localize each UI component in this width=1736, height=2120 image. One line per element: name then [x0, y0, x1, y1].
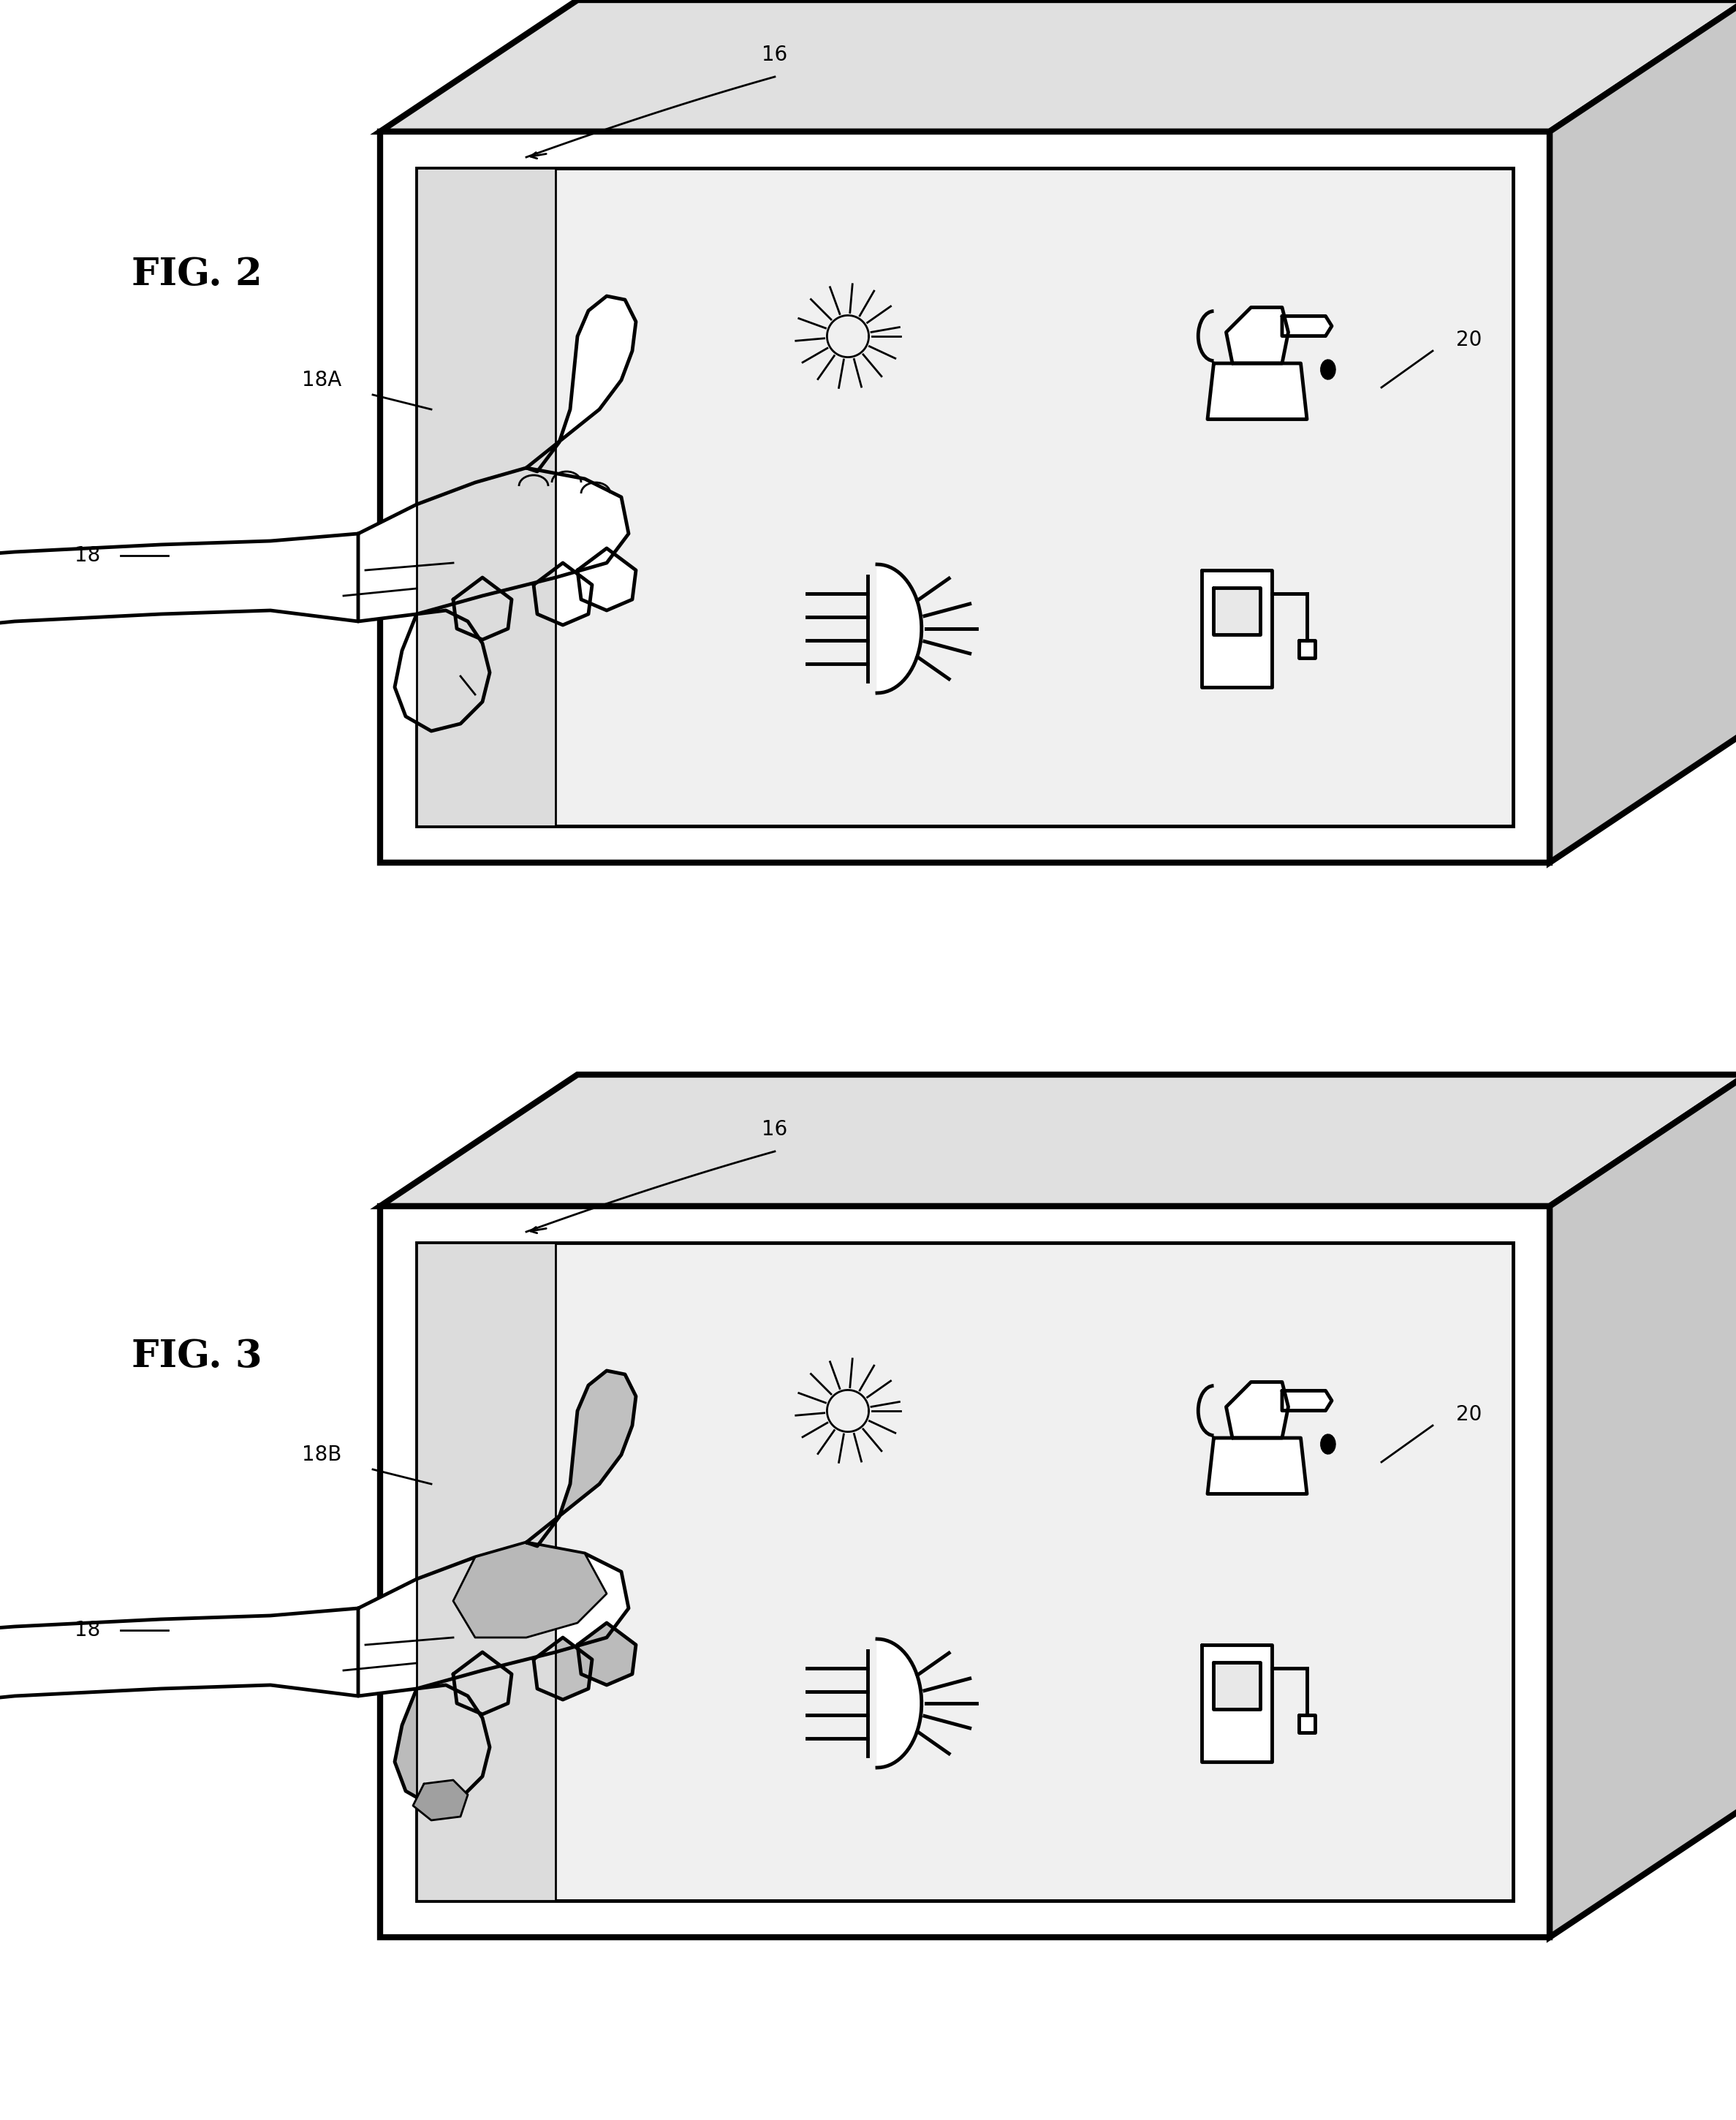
Polygon shape	[380, 1075, 1736, 1206]
Polygon shape	[380, 131, 1550, 863]
Text: 16: 16	[762, 1119, 788, 1141]
Polygon shape	[578, 1624, 635, 1685]
Polygon shape	[1299, 640, 1316, 657]
Text: 18: 18	[75, 545, 101, 566]
Polygon shape	[1283, 1391, 1332, 1410]
Text: FIG. 3: FIG. 3	[132, 1338, 262, 1376]
Polygon shape	[1299, 1715, 1316, 1732]
Polygon shape	[533, 1637, 592, 1700]
Text: 18B: 18B	[302, 1444, 342, 1465]
Polygon shape	[1321, 360, 1335, 379]
Text: FIG. 2: FIG. 2	[132, 257, 262, 293]
Polygon shape	[0, 1609, 358, 1726]
Polygon shape	[1283, 316, 1332, 335]
Polygon shape	[1208, 363, 1307, 420]
Polygon shape	[1226, 307, 1288, 363]
Polygon shape	[380, 0, 1736, 131]
Polygon shape	[453, 1543, 606, 1637]
Text: 18A: 18A	[302, 369, 342, 390]
Polygon shape	[394, 611, 490, 731]
Polygon shape	[1550, 1075, 1736, 1938]
Polygon shape	[358, 1543, 628, 1696]
Polygon shape	[413, 1781, 467, 1821]
Polygon shape	[380, 1206, 1550, 1938]
Text: 20: 20	[1457, 1403, 1483, 1425]
Text: 20: 20	[1457, 331, 1483, 350]
Polygon shape	[417, 1242, 556, 1902]
Polygon shape	[1213, 587, 1260, 634]
Polygon shape	[417, 167, 556, 827]
Polygon shape	[453, 577, 512, 640]
Polygon shape	[877, 1639, 922, 1768]
Polygon shape	[877, 564, 922, 693]
Polygon shape	[578, 549, 635, 611]
Polygon shape	[1550, 0, 1736, 863]
Polygon shape	[526, 297, 635, 471]
Text: 18: 18	[75, 1620, 101, 1641]
Polygon shape	[417, 1242, 1514, 1902]
Polygon shape	[1201, 1645, 1272, 1762]
Polygon shape	[358, 469, 628, 621]
Polygon shape	[1208, 1437, 1307, 1495]
Polygon shape	[533, 564, 592, 625]
Polygon shape	[1213, 1662, 1260, 1709]
Polygon shape	[1321, 1435, 1335, 1454]
Polygon shape	[1201, 570, 1272, 687]
Polygon shape	[453, 1651, 512, 1715]
Polygon shape	[417, 167, 1514, 827]
Polygon shape	[394, 1685, 490, 1806]
Polygon shape	[1226, 1382, 1288, 1437]
Text: 16: 16	[762, 45, 788, 66]
Polygon shape	[526, 1372, 635, 1545]
